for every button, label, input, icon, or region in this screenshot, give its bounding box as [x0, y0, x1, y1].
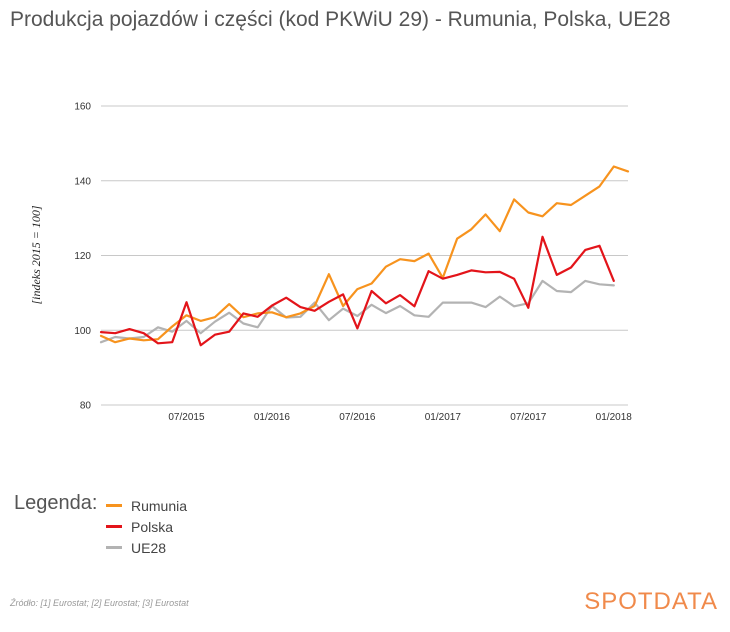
legend-label-ue28: UE28: [131, 539, 167, 556]
y-tick-label: 100: [74, 326, 91, 337]
x-tick-label: 01/2018: [596, 412, 633, 423]
legend-label-polska: Polska: [131, 518, 174, 535]
x-tick-label: 07/2015: [168, 412, 205, 423]
x-tick-labels: 07/2015 01/2016 07/2016 01/2017 07/2017 01/20…: [168, 412, 632, 423]
series-lines: [99, 165, 630, 347]
grid-lines: [101, 105, 628, 406]
line-chart: 80 100 120 140 160 07/2015 01/2016 07/2016 01/2…: [29, 102, 632, 424]
legend-swatch-polska: [106, 525, 122, 529]
chart-title: Produkcja pojazdów i części (kod PKWiU 2…: [10, 8, 671, 31]
legend-swatch-rumunia: [106, 504, 122, 508]
series-line-polska: [99, 235, 615, 347]
legend-title: Legenda:: [14, 492, 98, 514]
legend-label-rumunia: Rumunia: [131, 497, 188, 514]
y-axis-title: [indeks 2015 = 100]: [29, 205, 43, 304]
spotdata-logo: SPOTDATA: [584, 588, 718, 615]
y-tick-label: 140: [74, 176, 91, 187]
legend-item-polska: Polska: [106, 518, 173, 538]
legend-swatch-ue28: [106, 546, 122, 550]
x-tick-label: 01/2017: [425, 412, 462, 423]
y-tick-label: 120: [74, 251, 91, 262]
source-note: Źródło: [1] Eurostat; [2] Eurostat; [3] …: [10, 598, 189, 608]
legend-item-ue28: UE28: [106, 539, 166, 559]
series-line-rumunia: [99, 165, 630, 344]
x-tick-label: 07/2016: [339, 412, 376, 423]
legend-item-rumunia: Rumunia: [106, 497, 187, 517]
x-tick-label: 07/2017: [510, 412, 547, 423]
x-tick-label: 01/2016: [254, 412, 291, 423]
y-tick-labels: 80 100 120 140 160: [74, 102, 91, 412]
y-tick-label: 160: [74, 102, 91, 113]
y-tick-label: 80: [80, 401, 92, 412]
